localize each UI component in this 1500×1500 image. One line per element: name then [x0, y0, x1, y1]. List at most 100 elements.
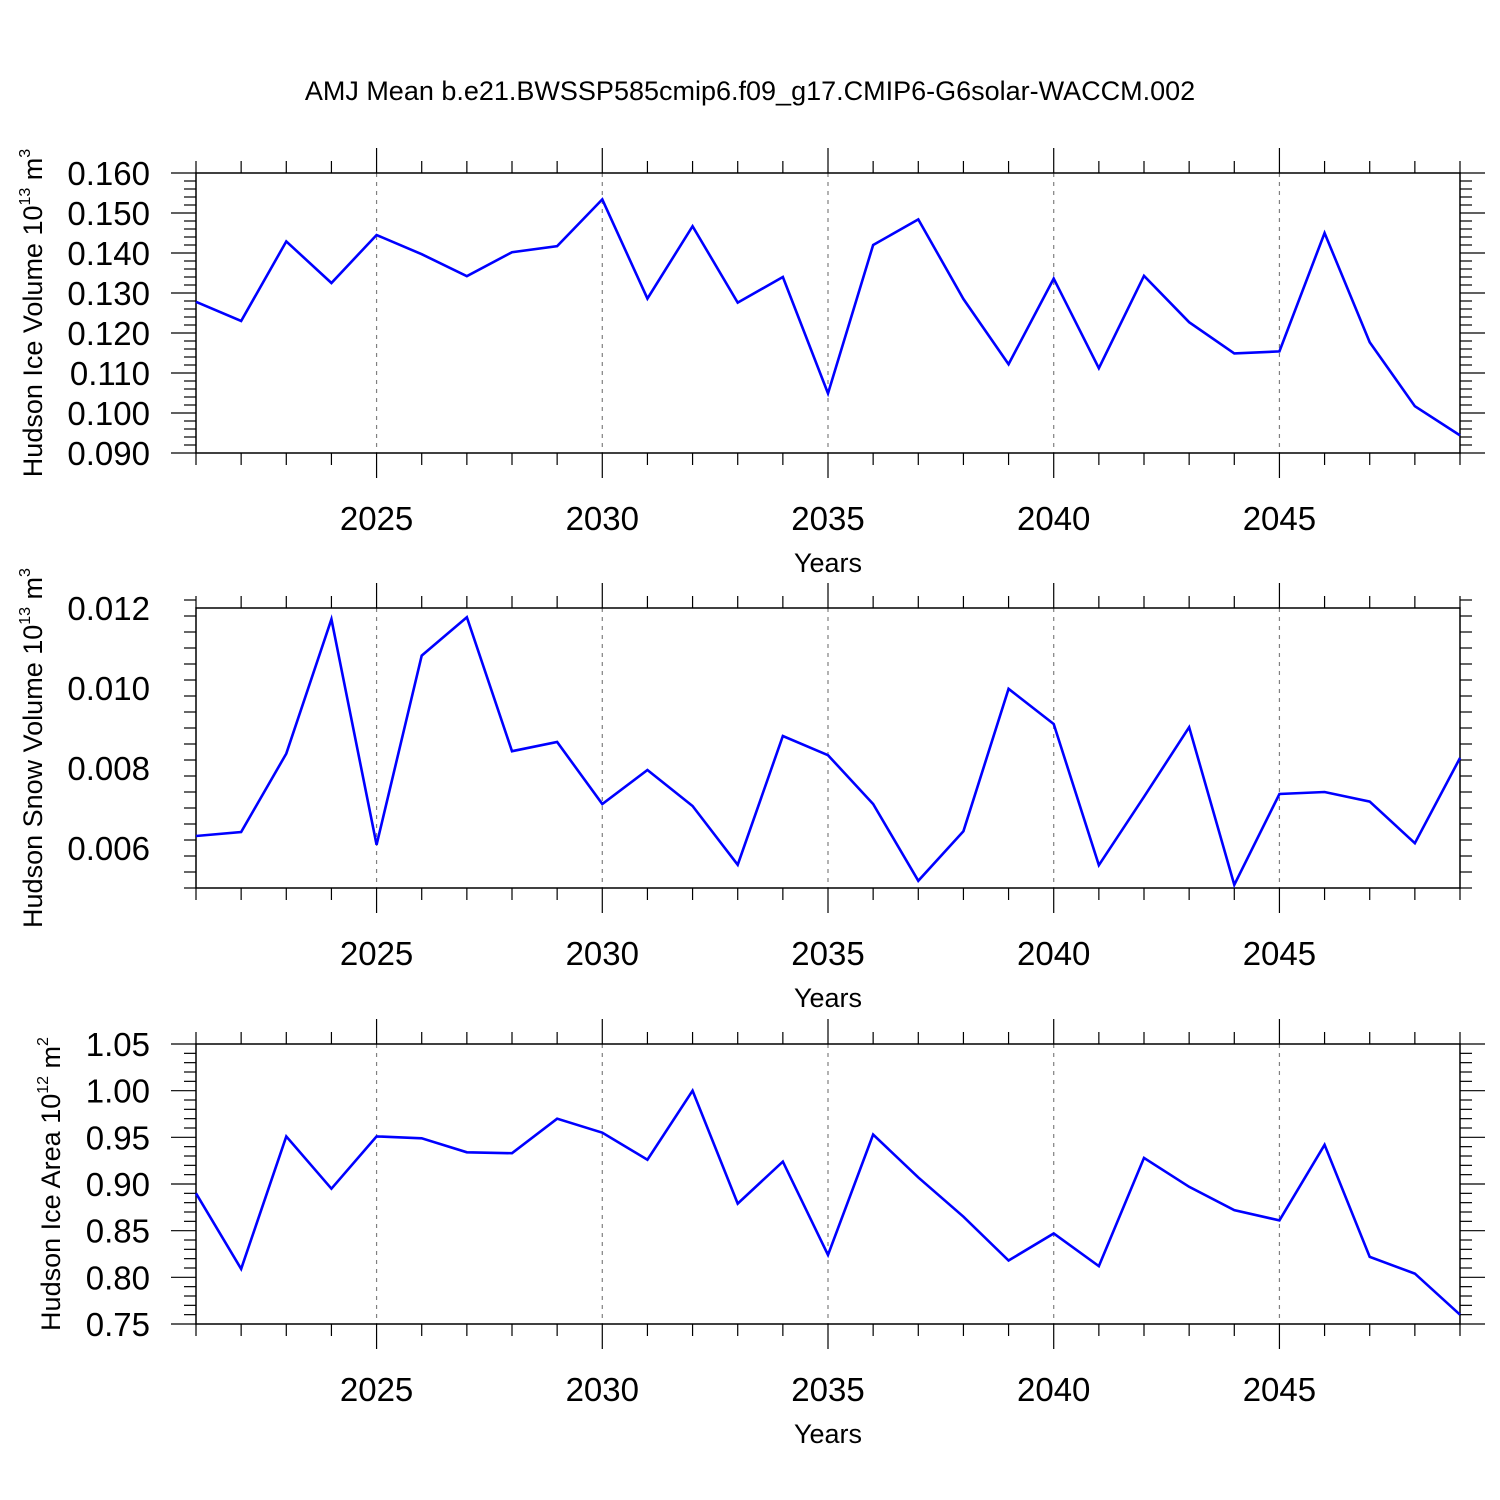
ice-area-x-axis-label: Years: [794, 1419, 862, 1449]
ice-area-y-axis-label: Hudson Ice Area 1012 m2: [35, 1037, 66, 1331]
ice-volume-data-point: [826, 391, 830, 395]
ice-area-data-point: [736, 1202, 740, 1206]
ice-volume-data-point: [781, 275, 785, 279]
ice-area-data-point: [329, 1187, 333, 1191]
ice-volume-data-point: [961, 297, 965, 301]
ice-volume-ytick-label: 0.100: [67, 395, 150, 432]
ice-area-xtick-label: 2040: [1017, 1371, 1090, 1408]
snow-volume-data-point: [284, 752, 288, 756]
snow-volume-data-point: [465, 615, 469, 619]
ice-volume-data-point: [1052, 277, 1056, 281]
ice-area-ytick-label: 0.95: [86, 1119, 150, 1156]
snow-volume-data-point: [1187, 725, 1191, 729]
ice-area-data-point: [691, 1089, 695, 1093]
ice-area-y-label-unit: m: [36, 1046, 66, 1076]
snow-volume-data-point: [781, 734, 785, 738]
ice-area-xtick-label: 2045: [1243, 1371, 1316, 1408]
ice-volume-xtick-label: 2025: [340, 500, 413, 537]
ice-area-series-line: [194, 1087, 1461, 1316]
ice-area-data-point: [194, 1191, 198, 1195]
snow-volume-ytick-label: 0.008: [67, 750, 150, 787]
snow-volume-data-point: [736, 863, 740, 867]
ice-area-data-point: [916, 1175, 920, 1179]
ice-volume-y-label-main: Hudson Ice Volume 10: [18, 206, 48, 478]
ice-volume-data-point: [691, 224, 695, 228]
snow-volume-data-point: [1323, 790, 1327, 794]
ice-volume-data-point: [329, 281, 333, 285]
snow-volume-data-point: [194, 834, 198, 838]
snow-volume-ytick-label: 0.012: [67, 590, 150, 627]
snow-volume-data-point: [1097, 863, 1101, 867]
snow-volume-data-point: [826, 753, 830, 757]
ice-volume-data-point: [194, 300, 198, 304]
ice-area-data-point: [1368, 1255, 1372, 1259]
ice-volume-data-point: [736, 301, 740, 305]
snow-volume-data-point: [1458, 756, 1462, 760]
ice-volume-x-axis-label: Years: [794, 548, 862, 578]
snow-volume-x-axis-label: Years: [794, 983, 862, 1013]
snow-volume-xtick-label: 2030: [566, 935, 639, 972]
ice-volume-data-point: [645, 297, 649, 301]
snow-volume-data-point: [555, 740, 559, 744]
snow-volume-data-point: [239, 830, 243, 834]
snow-volume-data-point: [1368, 800, 1372, 804]
ice-volume-data-point: [420, 252, 424, 256]
ice-volume-ytick-label: 0.120: [67, 315, 150, 352]
snow-volume-data-point: [961, 829, 965, 833]
ice-area-y-label-exp: 12: [35, 1076, 52, 1094]
chart-title: AMJ Mean b.e21.BWSSP585cmip6.f09_g17.CMI…: [305, 76, 1195, 106]
snow-volume-data-point: [1052, 722, 1056, 726]
snow-volume-y-label-exp: 13: [17, 607, 34, 625]
snow-volume-data-point: [510, 749, 514, 753]
ice-area-data-point: [1187, 1185, 1191, 1189]
ice-volume-data-point: [1368, 340, 1372, 344]
snow-volume-data-point: [420, 654, 424, 658]
ice-area-y-label-main: Hudson Ice Area 10: [36, 1094, 66, 1331]
ice-area-data-point: [1007, 1259, 1011, 1263]
ice-area-xtick-label: 2035: [791, 1371, 864, 1408]
snow-volume-data-point: [1413, 841, 1417, 845]
snow-volume-data-point: [1277, 792, 1281, 796]
snow-volume-y-label-unit: m: [18, 577, 48, 607]
ice-area-data-point: [465, 1150, 469, 1154]
snow-volume-data-point: [916, 879, 920, 883]
ice-volume-data-point: [1232, 351, 1236, 355]
ice-volume-xtick-label: 2045: [1243, 500, 1316, 537]
snow-volume-xtick-label: 2040: [1017, 935, 1090, 972]
ice-volume-xtick-label: 2030: [566, 500, 639, 537]
ice-volume-ytick-label: 0.160: [67, 155, 150, 192]
snow-volume-xtick-label: 2025: [340, 935, 413, 972]
ice-volume-y-axis-label: Hudson Ice Volume 1013 m3: [17, 149, 48, 477]
ice-volume-data-point: [465, 274, 469, 278]
ice-volume-data-point: [1097, 366, 1101, 370]
ice-area-data-point: [645, 1158, 649, 1162]
ice-area-data-point: [1458, 1313, 1462, 1317]
ice-volume-data-point: [1323, 231, 1327, 235]
ice-volume-data-point: [1007, 362, 1011, 366]
snow-volume-data-point: [1142, 795, 1146, 799]
snow-volume-panel: 0.012 0.010 0.008 0.006 2025 2030 2035 2040 2045…: [17, 568, 1472, 1013]
ice-volume-data-point: [1187, 320, 1191, 324]
ice-volume-ytick-label: 0.110: [70, 355, 150, 392]
ice-volume-xtick-label: 2035: [791, 500, 864, 537]
ice-volume-data-point: [239, 319, 243, 323]
ice-area-data-point: [961, 1215, 965, 1219]
ice-area-ytick-label: 1.05: [86, 1026, 150, 1063]
ice-area-data-point: [1413, 1272, 1417, 1276]
snow-volume-data-point: [329, 617, 333, 621]
ice-area-data-point: [1323, 1143, 1327, 1147]
ice-volume-data-point: [1413, 404, 1417, 408]
ice-area-data-point: [284, 1134, 288, 1138]
ice-area-data-point: [600, 1131, 604, 1135]
ice-volume-data-point: [871, 243, 875, 247]
ice-volume-data-point: [1458, 433, 1462, 437]
ice-area-panel: 1.05 1.00 0.95 0.90 0.85 0.80 0.75 2025 2030 2035…: [35, 1019, 1485, 1449]
ice-volume-data-point: [284, 239, 288, 243]
ice-volume-y-label-unit: m: [18, 158, 48, 188]
ice-volume-xtick-label: 2040: [1017, 500, 1090, 537]
ice-volume-ytick-label: 0.090: [67, 435, 150, 472]
ice-area-data-point: [1277, 1218, 1281, 1222]
ice-area-data-point: [510, 1151, 514, 1155]
snow-volume-ytick-label: 0.010: [67, 670, 150, 707]
